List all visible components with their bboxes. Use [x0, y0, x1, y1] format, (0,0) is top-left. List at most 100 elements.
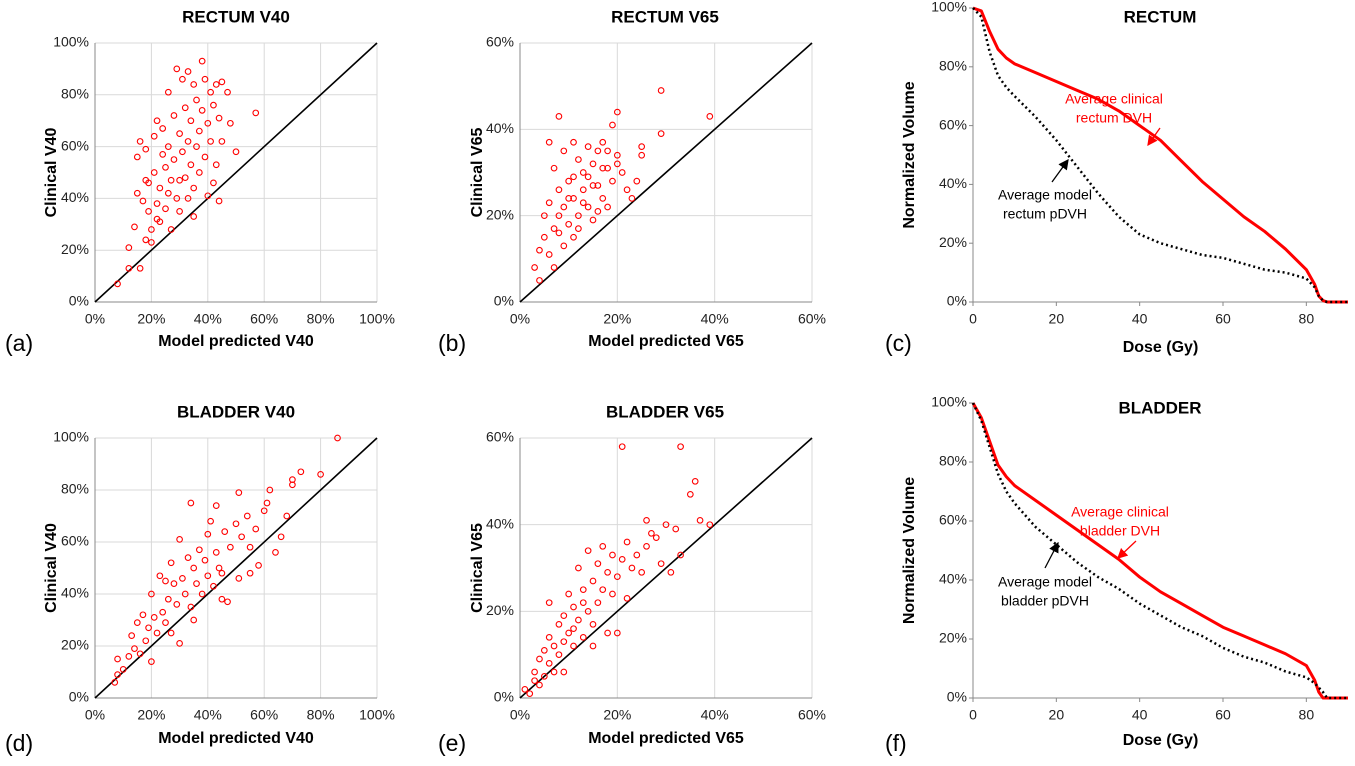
- scatter-point: [623, 538, 631, 546]
- y-tick-label: 20%: [486, 602, 514, 618]
- scatter-point: [181, 590, 189, 598]
- scatter-point: [609, 177, 616, 185]
- y-tick-label: 0%: [69, 293, 89, 309]
- scatter-point: [545, 138, 553, 146]
- scatter-point: [584, 607, 592, 615]
- scatter-point: [210, 582, 217, 590]
- scatter-point: [536, 655, 543, 663]
- scatter-point: [570, 195, 577, 202]
- scatter-point: [604, 203, 611, 211]
- y-tick-label: 20%: [939, 630, 967, 646]
- y-axis-label: Clinical V40: [43, 523, 60, 613]
- scatter-point: [176, 536, 183, 543]
- scatter-point: [128, 632, 136, 639]
- scatter-point: [190, 213, 198, 220]
- y-tick-label: 0%: [494, 689, 514, 705]
- scatter-point: [609, 551, 616, 559]
- y-axis-label: Clinical V65: [469, 523, 486, 613]
- panel-label: (b): [438, 330, 466, 356]
- scatter-point: [235, 575, 243, 582]
- scatter-point: [136, 650, 144, 658]
- scatter-point: [181, 174, 189, 182]
- scatter-point: [173, 65, 181, 73]
- scatter-point: [545, 599, 553, 607]
- scatter-point: [176, 130, 183, 137]
- annotation: Average clinical: [1065, 91, 1163, 107]
- scatter-point: [227, 119, 234, 127]
- scatter-point: [125, 653, 133, 660]
- panel: RECTUM (c) Dose (Gy) Normalized Volume 0% 20%…: [885, 0, 1348, 356]
- y-axis-label: Clinical V65: [469, 127, 486, 217]
- x-tick-label: 0%: [85, 707, 105, 723]
- scatter-point: [212, 549, 220, 556]
- scatter-point: [555, 186, 563, 194]
- y-tick-label: 0%: [947, 689, 967, 705]
- panel: RECTUM V65 (b) Model predicted V65 Clinical…: [438, 7, 826, 356]
- scatter-point: [215, 564, 223, 572]
- annotation-arrow: [1147, 127, 1161, 147]
- scatter-point: [545, 633, 553, 641]
- scatter-point: [599, 586, 607, 594]
- x-tick-label: 0%: [510, 707, 530, 723]
- scatter-point: [589, 216, 597, 224]
- scatter-point: [272, 549, 279, 556]
- y-tick-label: 80%: [939, 58, 967, 74]
- scatter-point: [560, 668, 568, 676]
- x-tick-label: 40%: [701, 311, 729, 327]
- x-tick-label: 40%: [194, 707, 222, 723]
- scatter-point: [224, 88, 231, 96]
- x-tick-label: 40: [1132, 311, 1148, 327]
- y-axis-label: Normalized Volume: [901, 81, 918, 228]
- scatter-point: [579, 186, 587, 194]
- x-tick-label: 80%: [307, 311, 335, 327]
- scatter-point: [164, 595, 172, 603]
- scatter-point: [139, 611, 147, 619]
- scatter-point: [575, 225, 582, 232]
- x-tick-label: 80: [1299, 707, 1315, 723]
- scatter-point: [618, 555, 626, 563]
- scatter-point: [594, 599, 602, 607]
- y-tick-label: 20%: [939, 234, 967, 250]
- scatter-point: [589, 182, 597, 189]
- scatter-point: [555, 651, 563, 659]
- x-axis-label: Model predicted V65: [588, 333, 744, 350]
- scatter-point: [150, 132, 158, 140]
- annotation: Average clinical: [1071, 504, 1169, 520]
- scatter-point: [195, 546, 203, 554]
- scatter-point: [148, 590, 155, 598]
- x-tick-label: 60%: [798, 311, 826, 327]
- annotation-arrow: [1117, 540, 1137, 559]
- scatter-point: [170, 112, 178, 119]
- scatter-point: [167, 629, 175, 637]
- y-tick-label: 20%: [61, 637, 89, 653]
- scatter-point: [142, 145, 150, 153]
- annotation: Average model: [998, 574, 1092, 590]
- y-tick-label: 80%: [61, 481, 89, 497]
- line-series: [972, 6, 1348, 304]
- scatter-point: [167, 176, 175, 184]
- scatter-point: [618, 169, 626, 176]
- scatter-point: [114, 280, 121, 288]
- x-tick-label: 60%: [798, 707, 826, 723]
- scatter-point: [633, 177, 641, 185]
- scatter-point: [159, 608, 167, 616]
- scatter-point: [187, 117, 195, 125]
- scatter-point: [565, 220, 573, 228]
- scatter-point: [555, 620, 563, 628]
- scatter-point: [221, 528, 229, 535]
- y-tick-label: 100%: [931, 394, 967, 410]
- x-tick-label: 60: [1215, 311, 1231, 327]
- scatter-point: [153, 117, 161, 125]
- scatter-point: [159, 125, 167, 132]
- y-tick-label: 40%: [486, 120, 514, 136]
- scatter-point: [148, 239, 155, 246]
- scatter-point: [613, 573, 621, 581]
- scatter-point: [170, 580, 178, 587]
- annotation-arrow: [1051, 158, 1069, 183]
- scatter-point: [560, 147, 568, 155]
- scatter-point: [317, 471, 324, 478]
- x-axis-label: Dose (Gy): [1123, 339, 1199, 356]
- scatter-point: [190, 564, 198, 572]
- scatter-point: [599, 164, 607, 172]
- scatter-point: [179, 575, 186, 582]
